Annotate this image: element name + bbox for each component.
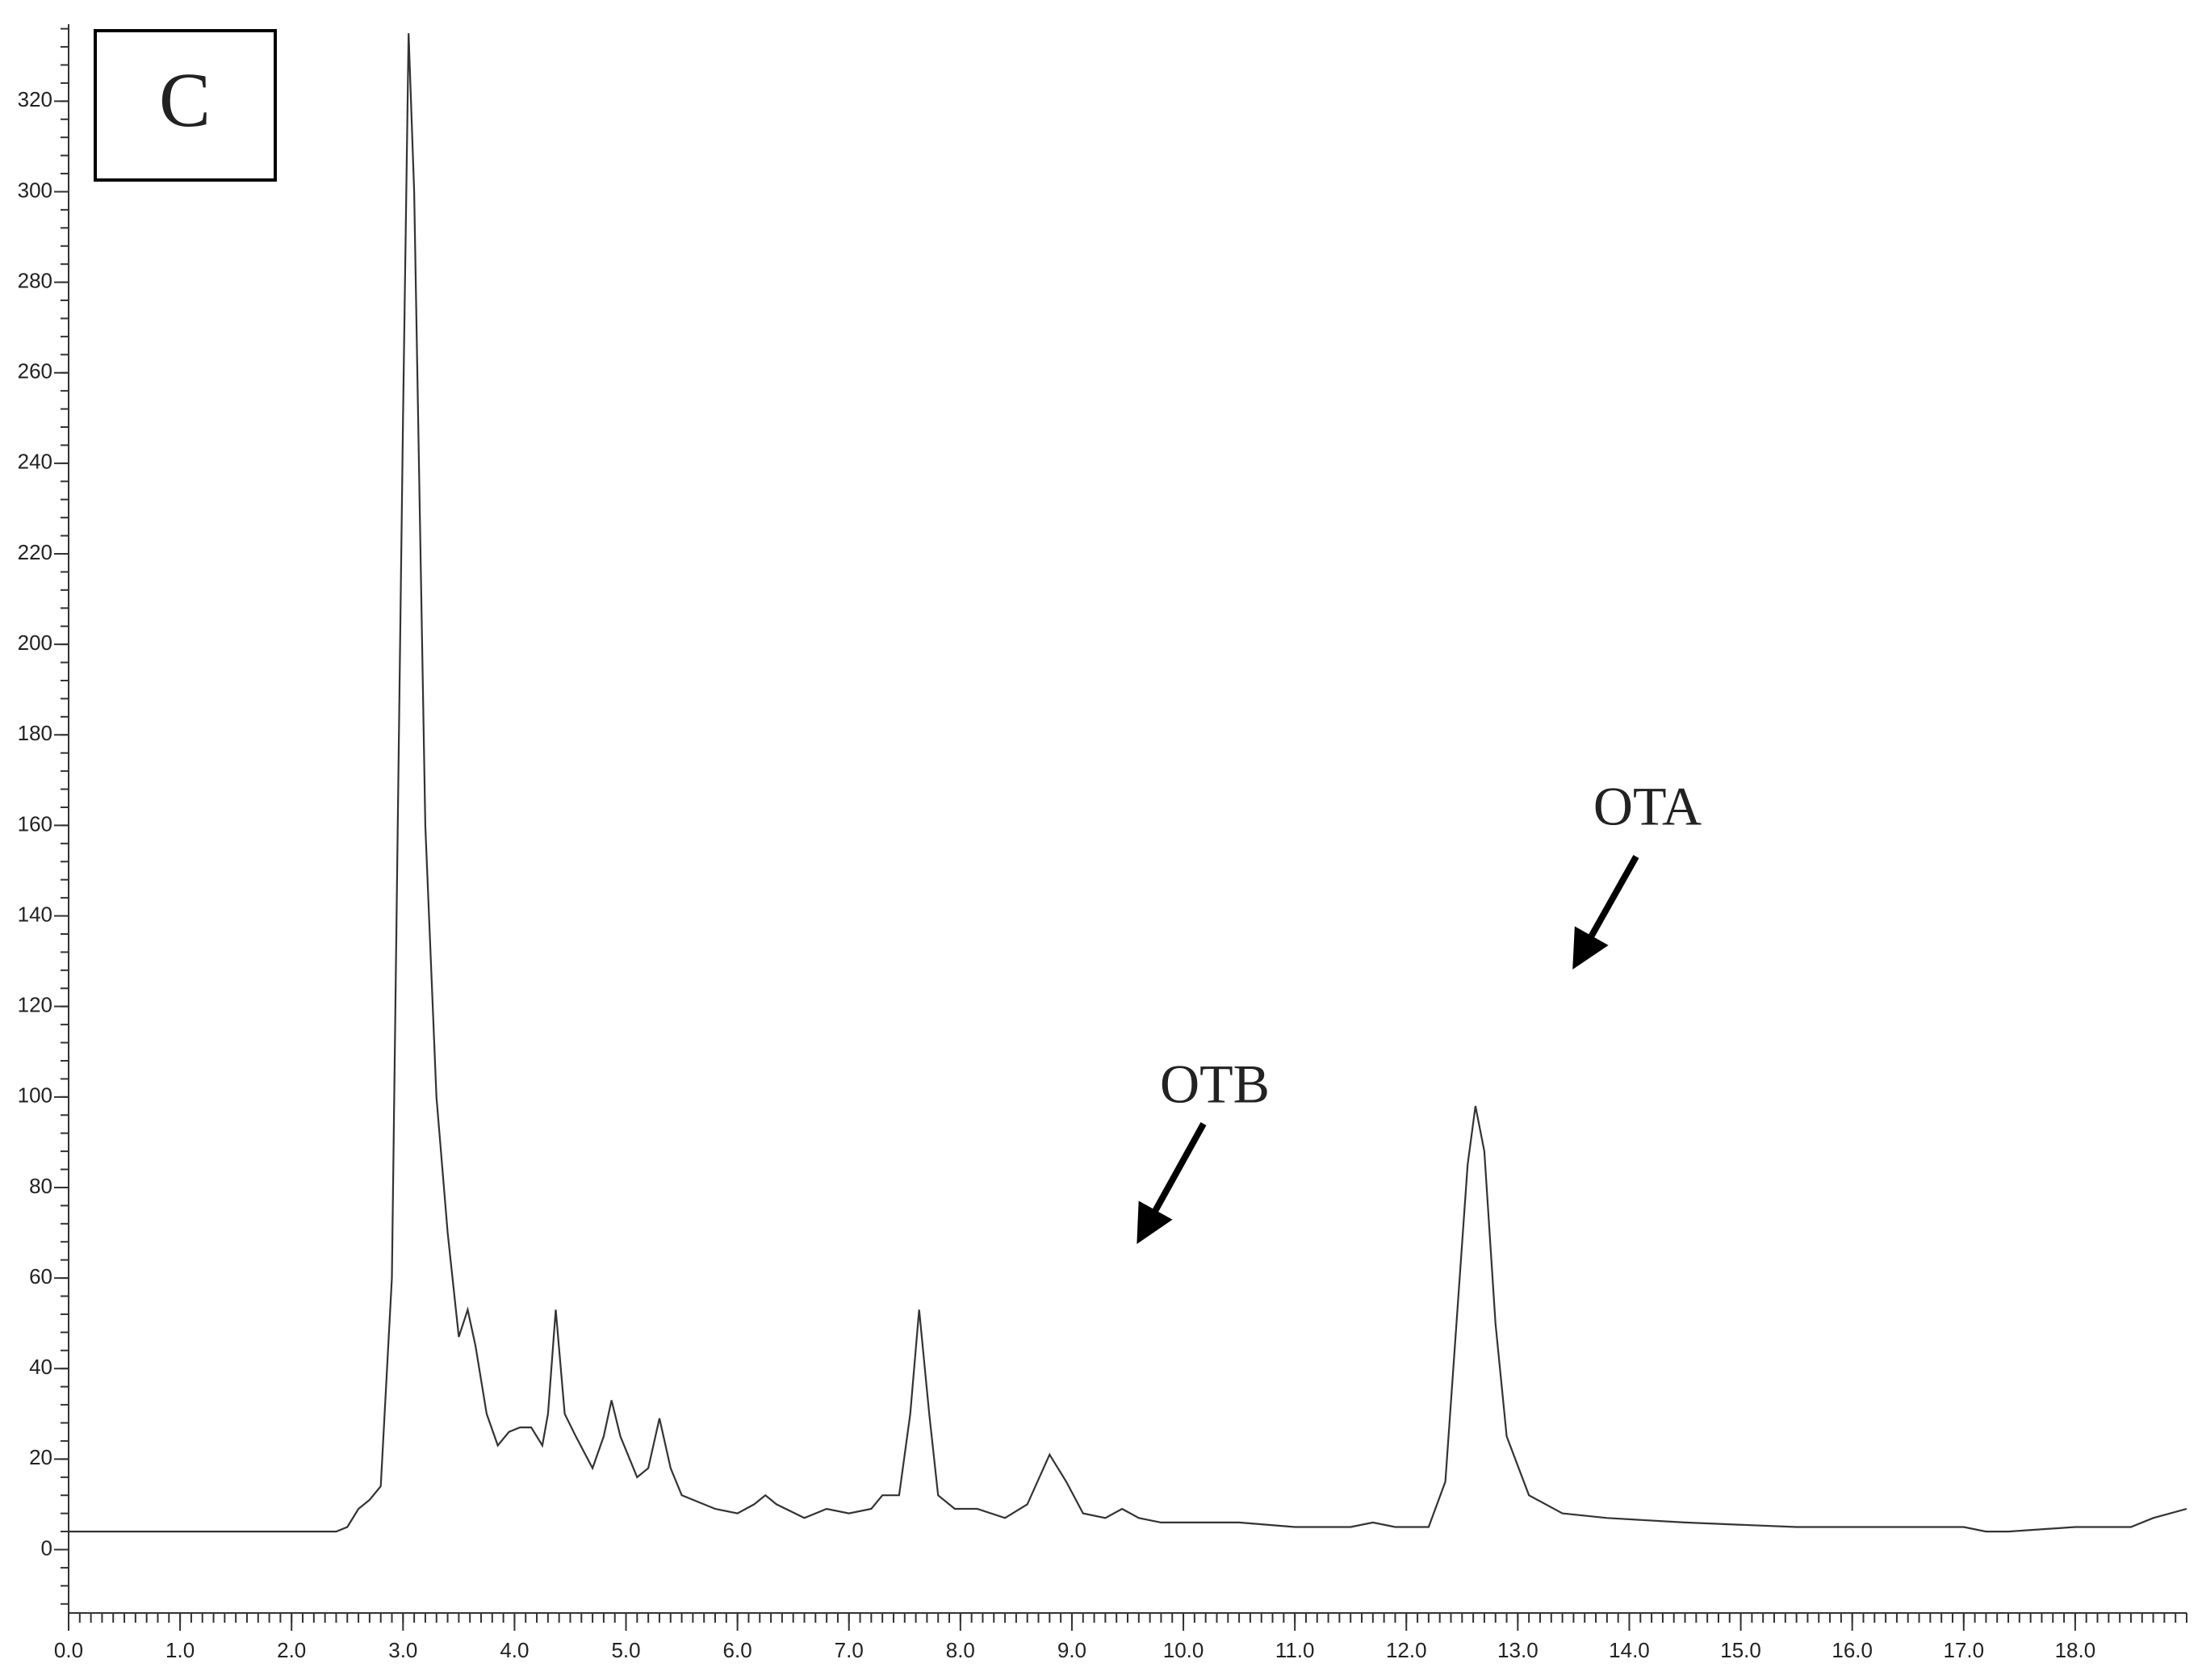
y-tick-label: 200 bbox=[18, 631, 52, 655]
x-tick-label: 0.0 bbox=[54, 1638, 83, 1662]
x-tick-label: 16.0 bbox=[1832, 1638, 1873, 1662]
x-tick-label: 4.0 bbox=[500, 1638, 529, 1662]
panel-label: C bbox=[159, 57, 211, 143]
y-tick-label: 0 bbox=[41, 1535, 52, 1560]
y-tick-label: 40 bbox=[29, 1355, 52, 1379]
x-tick-label: 17.0 bbox=[1943, 1638, 1984, 1662]
arrow bbox=[1572, 855, 1639, 970]
y-tick-label: 220 bbox=[18, 540, 52, 564]
y-tick-label: 60 bbox=[29, 1264, 52, 1288]
trace bbox=[69, 33, 2187, 1533]
y-tick-label: 120 bbox=[18, 993, 52, 1017]
y-tick-label: 100 bbox=[18, 1083, 52, 1108]
x-tick-label: 14.0 bbox=[1609, 1638, 1650, 1662]
arrow bbox=[1137, 1122, 1207, 1244]
x-tick-label: 2.0 bbox=[277, 1638, 306, 1662]
x-tick-label: 9.0 bbox=[1057, 1638, 1086, 1662]
x-tick-label: 8.0 bbox=[946, 1638, 975, 1662]
x-tick-label: 1.0 bbox=[165, 1638, 195, 1662]
x-tick-label: 7.0 bbox=[835, 1638, 864, 1662]
x-tick-label: 15.0 bbox=[1720, 1638, 1761, 1662]
x-tick-label: 5.0 bbox=[611, 1638, 640, 1662]
y-tick-label: 80 bbox=[29, 1174, 52, 1198]
y-tick-label: 140 bbox=[18, 902, 52, 926]
annotation: OTA bbox=[1593, 776, 1702, 837]
y-tick-label: 240 bbox=[18, 450, 52, 474]
y-tick-label: 260 bbox=[18, 359, 52, 383]
y-tick-label: 300 bbox=[18, 178, 52, 202]
y-tick-label: 280 bbox=[18, 268, 52, 292]
x-tick-label: 10.0 bbox=[1163, 1638, 1204, 1662]
panel-box bbox=[94, 29, 277, 182]
annotation: OTB bbox=[1160, 1054, 1270, 1115]
y-tick-label: 160 bbox=[18, 811, 52, 836]
y-tick-label: 180 bbox=[18, 721, 52, 745]
x-tick-label: 11.0 bbox=[1275, 1638, 1315, 1662]
y-tick-label: 20 bbox=[29, 1445, 52, 1469]
x-tick-label: 13.0 bbox=[1497, 1638, 1538, 1662]
x-tick-label: 18.0 bbox=[2055, 1638, 2096, 1662]
y-tick-label: 320 bbox=[18, 87, 52, 111]
x-tick-label: 12.0 bbox=[1386, 1638, 1427, 1662]
x-tick-label: 6.0 bbox=[723, 1638, 752, 1662]
x-tick-label: 3.0 bbox=[388, 1638, 417, 1662]
